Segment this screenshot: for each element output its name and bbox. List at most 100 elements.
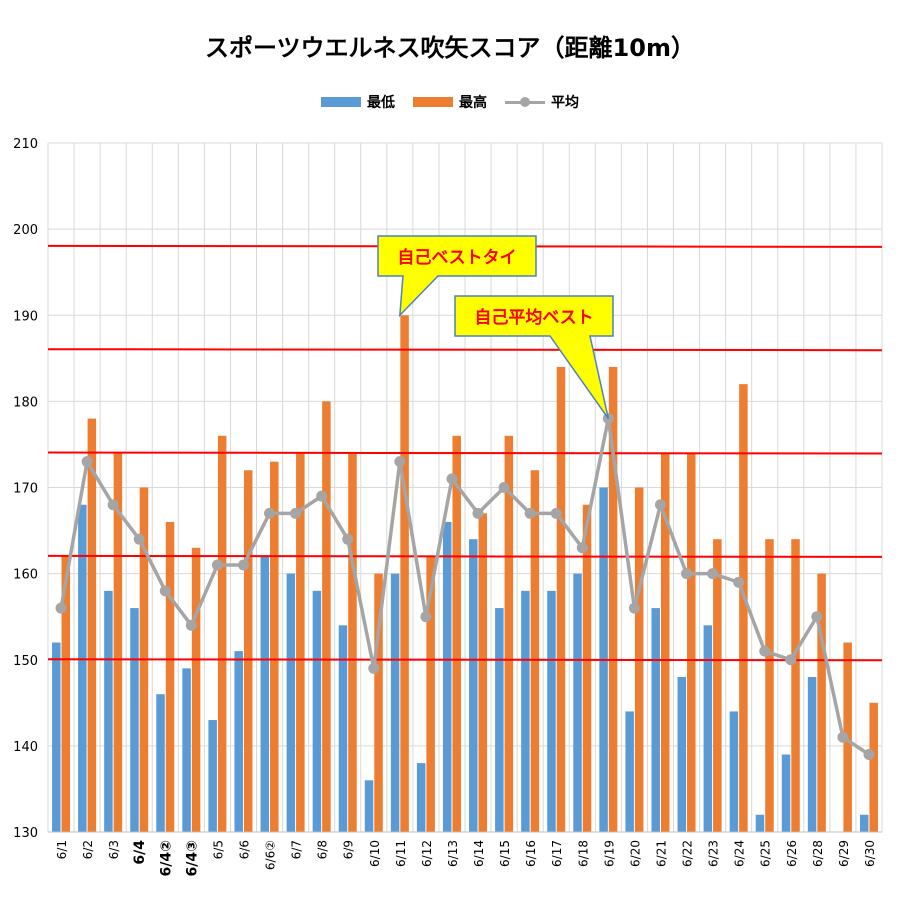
bar-min	[651, 608, 660, 832]
bar-max	[243, 470, 253, 832]
x-tick-label: 6/9	[342, 840, 356, 859]
x-tick-label: 6/15	[498, 840, 512, 867]
avg-point	[159, 585, 171, 597]
bar-max	[556, 366, 566, 832]
x-tick-label: 6/28	[811, 840, 825, 867]
y-tick-label: 170	[13, 482, 38, 497]
bar-max	[530, 470, 540, 832]
avg-point	[211, 559, 223, 571]
bar-min	[677, 676, 687, 832]
bar-min	[312, 590, 322, 832]
bar-min	[495, 608, 504, 832]
x-tick-label: 6/17	[550, 840, 564, 867]
bar-min	[104, 590, 113, 832]
x-tick-label: 6/4	[132, 840, 148, 865]
x-tick-label: 6/7	[290, 840, 304, 859]
bar-max	[296, 453, 305, 832]
bar-min	[338, 625, 348, 832]
avg-point	[368, 662, 380, 674]
bar-max	[348, 453, 357, 832]
legend-swatch-min	[321, 97, 361, 107]
callout-box	[454, 295, 614, 420]
x-tick-label: 6/10	[368, 840, 382, 867]
bar-min	[182, 668, 191, 832]
avg-point	[81, 456, 93, 468]
legend: 最低 最高 .line-swatch::before{background:#A…	[0, 92, 900, 112]
y-tick-label: 210	[13, 137, 38, 152]
x-tick-label: 6/2	[81, 840, 95, 859]
bar-min	[859, 814, 869, 832]
y-tick-label: 180	[13, 395, 38, 410]
avg-point	[733, 576, 745, 588]
bar-min	[234, 651, 243, 832]
bar-max	[582, 504, 592, 832]
bar-max	[374, 573, 383, 832]
avg-point	[185, 619, 197, 631]
legend-label-max: 最高	[459, 95, 487, 111]
bar-max	[61, 556, 71, 832]
avg-point	[394, 456, 406, 468]
callout-label: 自己平均ベスト	[474, 307, 593, 328]
avg-point	[759, 645, 771, 657]
bar-max	[426, 556, 435, 832]
bar-max	[608, 366, 618, 832]
bar-max	[165, 521, 175, 832]
x-tick-label: 6/25	[759, 840, 773, 867]
bar-max	[869, 702, 878, 832]
reference-line	[47, 348, 883, 352]
bar-max	[739, 384, 748, 832]
bar-max	[817, 573, 826, 832]
reference-line	[47, 658, 883, 662]
x-tick-label: 6/24	[733, 840, 747, 867]
bar-min	[52, 642, 61, 832]
bar-max	[270, 461, 279, 832]
bar-max	[660, 453, 670, 832]
x-tick-label: 6/4②	[158, 840, 174, 876]
bar-min	[286, 573, 296, 832]
bar-min	[260, 556, 270, 832]
bar-max	[765, 539, 774, 832]
x-tick-label: 6/18	[576, 840, 590, 867]
bar-max	[478, 513, 488, 832]
x-tick-label: 6/21	[654, 840, 668, 867]
avg-point	[446, 473, 458, 485]
bar-min	[416, 763, 426, 832]
avg-point	[837, 731, 849, 743]
bar-min	[547, 590, 556, 832]
chart-title: スポーツウエルネス吹矢スコア（距離10m）	[205, 34, 695, 62]
legend-label-min: 最低	[367, 95, 395, 111]
avg-point	[498, 482, 510, 493]
x-tick-label: 6/29	[837, 840, 851, 867]
y-tick-label: 150	[13, 654, 38, 669]
y-tick-label: 160	[13, 568, 38, 583]
x-tick-label: 6/30	[863, 840, 877, 867]
y-tick-label: 130	[13, 826, 38, 841]
avg-point	[863, 748, 875, 760]
bar-min	[703, 625, 713, 832]
bar-min	[521, 590, 530, 832]
avg-point	[681, 568, 693, 580]
bar-max	[217, 435, 227, 832]
bar-max	[191, 547, 201, 832]
bar-max	[504, 435, 514, 832]
reference-line	[47, 451, 883, 455]
bar-min	[755, 814, 765, 832]
bar-max	[87, 418, 97, 832]
avg-point	[576, 542, 588, 554]
bar-max	[322, 401, 331, 832]
x-tick-label: 6/8	[316, 840, 330, 859]
avg-point	[472, 507, 484, 519]
bar-min	[364, 780, 374, 832]
bar-min	[442, 521, 452, 832]
bar-max	[452, 435, 461, 832]
bar-min	[807, 676, 817, 832]
bar-min	[781, 754, 791, 832]
avg-point	[654, 499, 666, 511]
avg-point	[785, 654, 797, 666]
bar-max	[400, 315, 409, 832]
avg-point	[628, 602, 640, 614]
callout-box	[377, 235, 537, 318]
x-tick-label: 6/22	[681, 840, 695, 867]
y-tick-label: 200	[13, 223, 38, 238]
